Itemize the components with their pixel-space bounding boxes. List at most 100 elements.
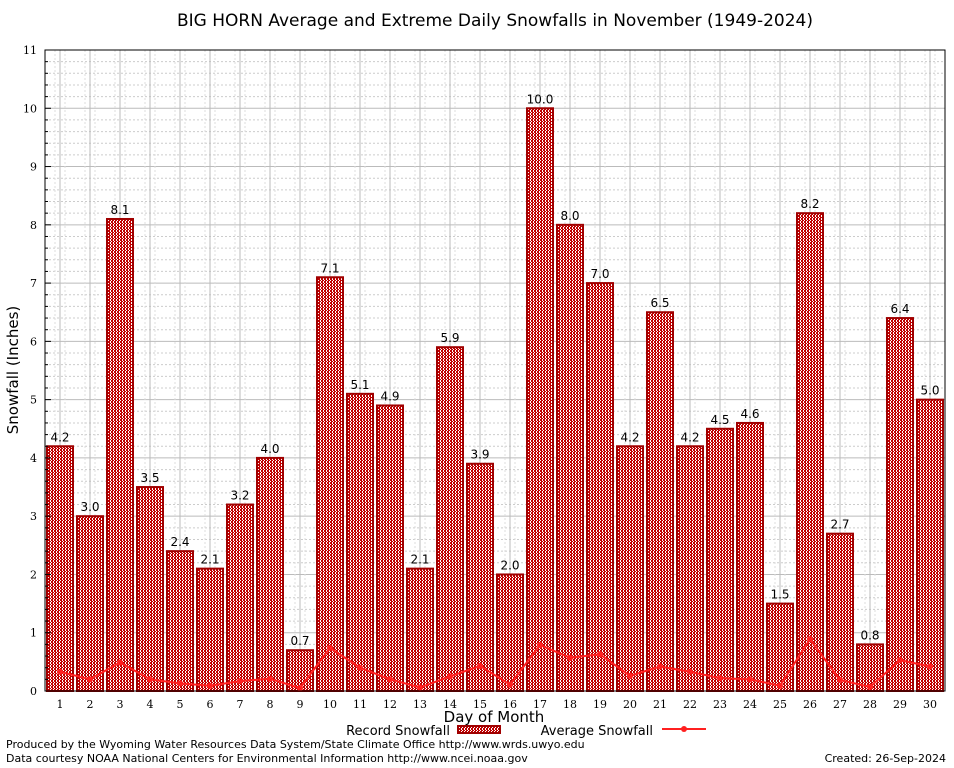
bar-day-23: [706, 427, 734, 692]
x-tick-label: 13: [413, 698, 427, 711]
x-tick-label: 30: [923, 698, 937, 711]
bar-value-label: 2.4: [170, 535, 189, 549]
bar-day-30: [916, 398, 944, 692]
average-point-day-20: [627, 672, 633, 679]
x-tick-label: 4: [147, 698, 154, 711]
bar-value-label: 7.1: [320, 261, 339, 275]
bar-value-label: 8.0: [560, 209, 579, 223]
average-point-day-19: [597, 651, 603, 658]
bar-value-label: 2.7: [830, 518, 849, 532]
x-tick-label: 22: [683, 698, 697, 711]
bar-value-label: 0.7: [290, 634, 309, 648]
bar-value-label: 4.6: [740, 407, 759, 421]
x-tick-label: 14: [443, 698, 457, 711]
bar-value-label: 5.0: [920, 384, 939, 398]
bar-value-label: 4.2: [620, 430, 639, 444]
bar-value-label: 0.8: [860, 628, 879, 642]
x-tick-label: 26: [803, 698, 817, 711]
x-tick-label: 21: [653, 698, 667, 711]
average-point-day-2: [87, 676, 93, 683]
average-point-day-4: [147, 676, 153, 683]
y-tick-label: 3: [30, 510, 37, 523]
bar-value-label: 4.0: [260, 442, 279, 456]
x-tick-label: 6: [207, 698, 214, 711]
bar-value-label: 3.2: [230, 489, 249, 503]
footer-data-courtesy: Data courtesy NOAA National Centers for …: [6, 752, 528, 765]
y-tick-label: 0: [30, 685, 37, 698]
bar-day-14: [436, 346, 464, 692]
bar-day-29: [886, 317, 914, 692]
x-tick-label: 25: [773, 698, 787, 711]
x-tick-label: 11: [353, 698, 367, 711]
bar-day-2: [76, 515, 104, 692]
average-point-day-27: [837, 676, 843, 683]
bar-value-label: 4.2: [50, 430, 69, 444]
bar-value-label: 7.0: [590, 267, 609, 281]
bars: [46, 107, 944, 693]
average-point-day-5: [177, 680, 183, 687]
y-tick-label: 10: [23, 102, 37, 115]
legend-average-label: Average Snowfall: [541, 724, 653, 739]
footer-created: Created: 26-Sep-2024: [825, 752, 946, 765]
x-tick-label: 3: [117, 698, 124, 711]
average-point-day-7: [237, 678, 243, 685]
y-tick-label: 8: [30, 219, 37, 232]
bar-day-19: [586, 282, 614, 692]
bar-day-17: [526, 107, 554, 693]
plot-frame: [44, 49, 946, 692]
bar-value-label: 4.2: [680, 430, 699, 444]
legend: Record Snowfall Average Snowfall: [346, 724, 706, 739]
legend-record-swatch: [457, 725, 501, 734]
average-point-day-30: [927, 663, 933, 670]
average-point-day-15: [477, 662, 483, 669]
bar-day-12: [376, 404, 404, 692]
average-point-day-8: [267, 675, 273, 682]
bar-day-10: [316, 276, 344, 692]
x-tick-label: 24: [743, 698, 757, 711]
y-tick-label: 1: [30, 627, 37, 640]
average-point-day-22: [687, 668, 693, 675]
average-polyline: [59, 637, 931, 690]
bar-value-label: 3.5: [140, 471, 159, 485]
average-point-day-14: [447, 673, 453, 680]
x-tick-label: 20: [623, 698, 637, 711]
x-tick-label: 5: [177, 698, 184, 711]
average-point-day-28: [867, 683, 873, 690]
bar-value-label: 5.9: [440, 331, 459, 345]
bar-day-8: [256, 456, 284, 692]
x-tick-label: 28: [863, 698, 877, 711]
bar-value-label: 6.5: [650, 296, 669, 310]
x-tick-label: 7: [237, 698, 244, 711]
y-tick-label: 2: [30, 568, 37, 581]
bar-day-15: [466, 462, 494, 692]
footer-produced-by: Produced by the Wyoming Water Resources …: [6, 738, 585, 751]
average-point-day-17: [537, 641, 543, 648]
average-point-day-11: [357, 664, 363, 671]
bar-day-4: [136, 486, 164, 692]
bar-day-13: [406, 567, 434, 692]
bar-value-label: 3.9: [470, 448, 489, 462]
bar-day-21: [646, 311, 674, 692]
bar-day-18: [556, 223, 584, 692]
bar-value-label: 1.5: [770, 588, 789, 602]
y-tick-label: 5: [30, 394, 37, 407]
bar-value-label: 4.5: [710, 413, 729, 427]
bar-value-label: 2.1: [200, 553, 219, 567]
x-tick-label: 17: [533, 698, 547, 711]
legend-average-marker: [681, 726, 687, 732]
bar-value-label: 2.0: [500, 558, 519, 572]
y-axis-label: Snowfall (Inches): [4, 306, 22, 434]
bar-day-3: [106, 217, 134, 692]
x-tick-label: 9: [297, 698, 304, 711]
x-tick-label: 10: [323, 698, 337, 711]
average-point-day-12: [387, 676, 393, 683]
bar-day-1: [46, 445, 74, 692]
average-point-day-10: [327, 644, 333, 651]
x-tick-label: 29: [893, 698, 907, 711]
x-tick-label: 2: [87, 698, 94, 711]
average-point-day-6: [207, 682, 213, 689]
bar-value-label: 8.2: [800, 197, 819, 211]
x-tick-label: 1: [57, 698, 64, 711]
